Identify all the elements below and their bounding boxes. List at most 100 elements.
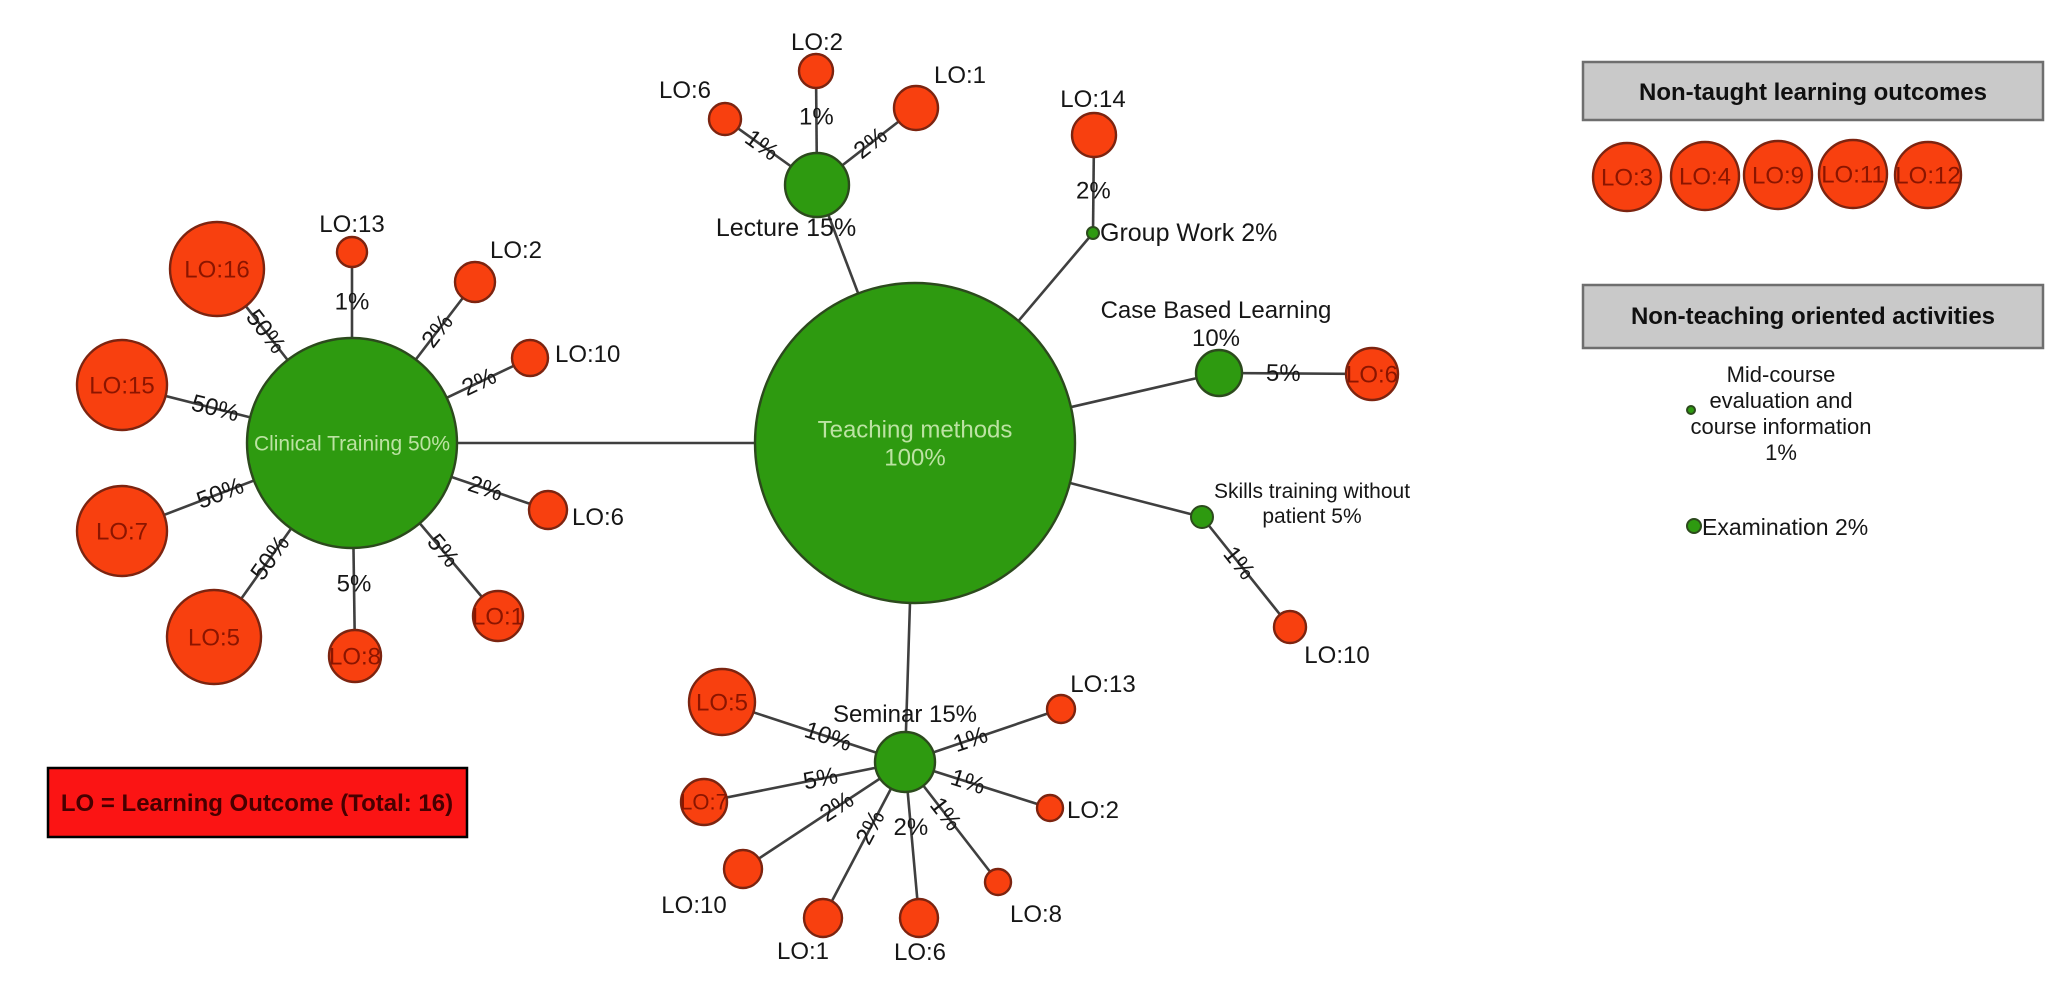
node-c16: [168, 220, 266, 318]
edge-label-seminar-se6: 2%: [894, 814, 929, 841]
label-seminar: Seminar 15%: [833, 701, 977, 728]
label-c6: LO:6: [572, 504, 624, 531]
edge-label-groupwork-g14: 2%: [1076, 178, 1111, 205]
edge-label-clinical-c5: 50%: [245, 530, 295, 585]
edge-seminar-se7: [703, 760, 906, 804]
node-c6: [527, 489, 569, 531]
edge-label-seminar-se8: 1%: [924, 792, 967, 836]
label-se2: LO:2: [1067, 797, 1119, 824]
label-cbl: Case Based Learning 10%: [1101, 297, 1332, 352]
non-teaching-title: Non-teaching oriented activities: [1631, 303, 1995, 330]
node-groupwork: [1086, 226, 1100, 240]
node-c7: [75, 484, 169, 578]
label-c1: LO:1: [472, 603, 524, 630]
edge-label-lecture-l6: 1%: [740, 124, 784, 166]
node-seminar: [873, 730, 937, 794]
non-taught-panel: Non-taught learning outcomes: [1581, 60, 2045, 122]
node-c5: [165, 588, 263, 686]
edge-label-cbl-cb6: 5%: [1266, 360, 1301, 387]
legend-box: [46, 766, 469, 839]
label-c7: LO:7: [96, 518, 148, 545]
node-s10: [1272, 609, 1308, 645]
node-se13: [1045, 693, 1077, 725]
label-se6: LO:6: [894, 939, 946, 966]
label-nt12: LO:12: [1895, 162, 1960, 189]
label-cb6: LO:6: [1346, 361, 1398, 388]
node-midcourse: [1686, 405, 1696, 415]
node-cbl: [1194, 348, 1244, 398]
label-se1: LO:1: [777, 938, 829, 965]
label-groupwork: Group Work 2%: [1100, 219, 1277, 247]
edge-skills-s10: [1200, 516, 1292, 628]
label-nt3: LO:3: [1601, 164, 1653, 191]
node-nt12: [1893, 140, 1963, 210]
node-se1: [802, 897, 844, 939]
node-g14: [1070, 111, 1118, 159]
edge-label-lecture-l2: 1%: [799, 104, 834, 131]
node-c8: [327, 628, 383, 684]
non-taught-title: Non-taught learning outcomes: [1639, 79, 1987, 106]
edge-label-clinical-c15: 50%: [189, 390, 242, 428]
edge-seminar-se10: [742, 760, 906, 871]
edge-label-clinical-c13: 1%: [335, 289, 370, 316]
node-c13: [335, 235, 369, 269]
label-se10: LO:10: [661, 892, 726, 919]
label-se7: LO:7: [680, 790, 728, 815]
node-lecture: [783, 151, 851, 219]
edge-label-seminar-se1: 2%: [851, 806, 891, 849]
label-clinical: Clinical Training 50%: [254, 432, 450, 455]
node-c10: [510, 338, 550, 378]
label-c8: LO:8: [329, 643, 381, 670]
node-c2: [453, 260, 497, 304]
label-c15: LO:15: [89, 372, 154, 399]
label-nt4: LO:4: [1679, 163, 1731, 190]
node-nt11: [1817, 138, 1889, 210]
edge-label-clinical-c10: 2%: [458, 363, 501, 402]
node-se8: [983, 867, 1013, 897]
edge-label-clinical-c6: 2%: [465, 470, 507, 507]
label-l6: LO:6: [659, 77, 711, 104]
label-c5: LO:5: [188, 624, 240, 651]
edge-label-seminar-se2: 1%: [947, 764, 988, 800]
label-teaching: Teaching methods 100%: [818, 416, 1013, 471]
node-exam: [1686, 518, 1702, 534]
node-skills: [1190, 505, 1214, 529]
non-teaching-header-box: [1581, 283, 2045, 350]
node-clinical: [245, 336, 459, 550]
label-exam: Examination 2%: [1702, 514, 1868, 540]
label-nt9: LO:9: [1752, 162, 1804, 189]
node-l2: [797, 52, 835, 90]
label-c2: LO:2: [490, 237, 542, 264]
nodes-layer: [75, 52, 1963, 939]
label-l2: LO:2: [791, 29, 843, 56]
node-se6: [898, 897, 940, 939]
node-se2: [1035, 793, 1065, 823]
label-c13: LO:13: [319, 211, 384, 238]
label-c16: LO:16: [184, 256, 249, 283]
legend-text: LO = Learning Outcome (Total: 16): [61, 790, 453, 817]
edge-label-clinical-c16: 50%: [240, 304, 291, 359]
node-l1: [892, 84, 940, 132]
edge-label-skills-s10: 1%: [1218, 541, 1261, 585]
label-g14: LO:14: [1060, 86, 1125, 113]
node-c1: [471, 589, 525, 643]
node-labels-layer: Teaching methods 100% Clinical Training 50…: [89, 29, 1960, 966]
node-cb6: [1344, 346, 1400, 402]
node-nt4: [1669, 140, 1741, 212]
non-taught-header-box: [1581, 60, 2045, 122]
label-se8: LO:8: [1010, 901, 1062, 928]
node-se5: [687, 667, 757, 737]
legend: LO = Learning Outcome (Total: 16): [46, 766, 469, 839]
edge-label-clinical-c8: 5%: [337, 571, 372, 598]
node-se10: [722, 848, 764, 890]
edge-label-clinical-c2: 2%: [416, 309, 459, 353]
node-c15: [75, 338, 169, 432]
node-teaching: [753, 281, 1077, 605]
node-nt9: [1742, 139, 1814, 211]
label-s10: LO:10: [1304, 642, 1369, 669]
edge-label-clinical-c7: 50%: [193, 472, 248, 514]
label-se5: LO:5: [696, 689, 748, 716]
edge-label-clinical-c1: 5%: [421, 529, 464, 573]
label-se13: LO:13: [1070, 671, 1135, 698]
